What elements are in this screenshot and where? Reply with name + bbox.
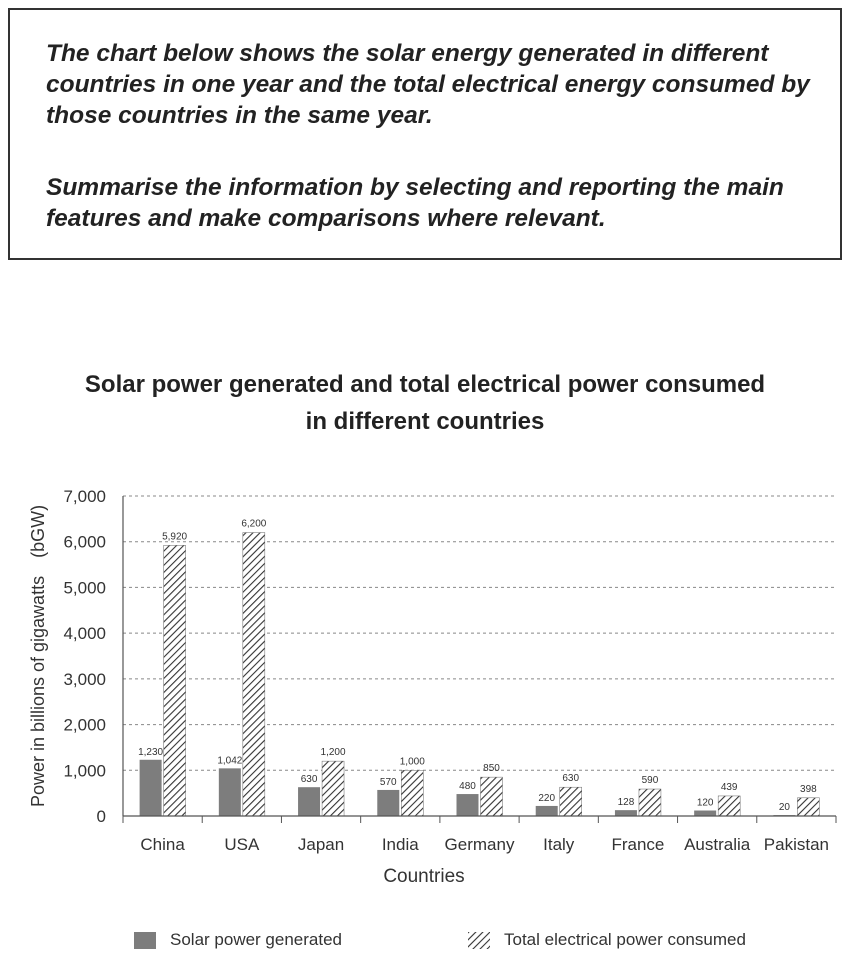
bar-solar	[456, 794, 479, 816]
y-tick-label: 0	[97, 807, 106, 826]
x-axis-label: Countries	[383, 866, 464, 887]
data-label-total: 5,920	[162, 531, 187, 542]
data-label-solar: 630	[301, 774, 318, 785]
chart-title-line-1: Solar power generated and total electric…	[84, 371, 766, 398]
bar-total	[717, 795, 741, 817]
task-prompt-box: The chart below shows the solar energy g…	[8, 8, 842, 260]
x-tick-label: China	[140, 835, 185, 854]
data-label-total: 1,000	[400, 756, 425, 767]
legend-swatch-total	[468, 931, 490, 949]
y-tick-label: 1,000	[63, 761, 106, 780]
x-tick-label: Pakistan	[764, 835, 829, 854]
data-label-total: 590	[642, 775, 659, 786]
y-tick-label: 5,000	[63, 578, 106, 597]
bar-solar	[377, 789, 400, 816]
y-axis: 0 1,000 2,000 3,000 4,000 5,000 6,000 7,000	[63, 487, 124, 826]
gridlines	[123, 495, 836, 771]
x-tick-label: Germany	[445, 835, 515, 854]
bar-solar	[614, 810, 637, 816]
data-label-solar: 20	[779, 802, 791, 813]
bar-solar	[298, 787, 321, 816]
data-label-solar: 570	[380, 777, 397, 788]
data-label-total: 850	[483, 763, 500, 774]
y-tick-label: 2,000	[63, 716, 106, 735]
legend-label-solar: Solar power generated	[170, 930, 343, 949]
x-tick-label: Japan	[298, 835, 344, 854]
bar-total	[638, 788, 662, 817]
x-axis: China USA Japan India Germany Italy France Aust…	[122, 815, 837, 854]
bar-total	[242, 532, 266, 817]
chart-title-line-2: in different countries	[305, 408, 545, 435]
data-label-solar: 120	[697, 798, 714, 809]
data-label-total: 439	[721, 782, 738, 793]
y-axis-label: Power in billions of gigawatts (bGW)	[28, 505, 48, 807]
data-label-total: 6,200	[241, 519, 266, 530]
y-tick-label: 7,000	[63, 487, 106, 506]
data-label-solar: 220	[538, 793, 555, 804]
y-tick-label: 4,000	[63, 624, 106, 643]
legend-item-total: Total electrical power consumed	[468, 930, 746, 950]
data-label-total: 398	[800, 784, 817, 795]
bar-solar	[694, 810, 717, 816]
chart-title: Solar power generated and total electric…	[0, 366, 850, 440]
bar-total	[480, 776, 503, 817]
bar-total	[401, 770, 424, 817]
bar-solar	[218, 768, 241, 816]
bar-total	[797, 797, 820, 817]
bar-total	[321, 760, 345, 817]
legend-item-solar: Solar power generated	[134, 930, 342, 950]
x-tick-label: Italy	[543, 835, 575, 854]
data-label-solar: 1,230	[138, 747, 163, 758]
x-tick-label: France	[611, 835, 664, 854]
y-tick-label: 3,000	[63, 670, 106, 689]
bar-solar	[535, 805, 558, 816]
x-tick-label: Australia	[684, 835, 751, 854]
x-tick-label: USA	[224, 835, 260, 854]
bar-total	[163, 545, 186, 817]
y-tick-label: 6,000	[63, 533, 106, 552]
data-label-solar: 1,042	[217, 755, 242, 766]
legend-label-total: Total electrical power consumed	[504, 930, 746, 949]
x-tick-label: India	[382, 835, 419, 854]
data-label-solar: 128	[618, 797, 635, 808]
prompt-paragraph-1: The chart below shows the solar energy g…	[46, 40, 810, 129]
prompt-paragraph-2: Summarise the information by selecting a…	[46, 174, 784, 232]
data-label-total: 1,200	[321, 747, 346, 758]
data-label-total: 630	[562, 773, 579, 784]
bar-total	[559, 786, 582, 817]
data-label-solar: 480	[459, 781, 476, 792]
bar-chart: 0 1,000 2,000 3,000 4,000 5,000 6,000 7,000 1,2…	[28, 487, 837, 887]
legend-swatch-solar	[134, 931, 156, 949]
bar-solar	[139, 759, 162, 816]
